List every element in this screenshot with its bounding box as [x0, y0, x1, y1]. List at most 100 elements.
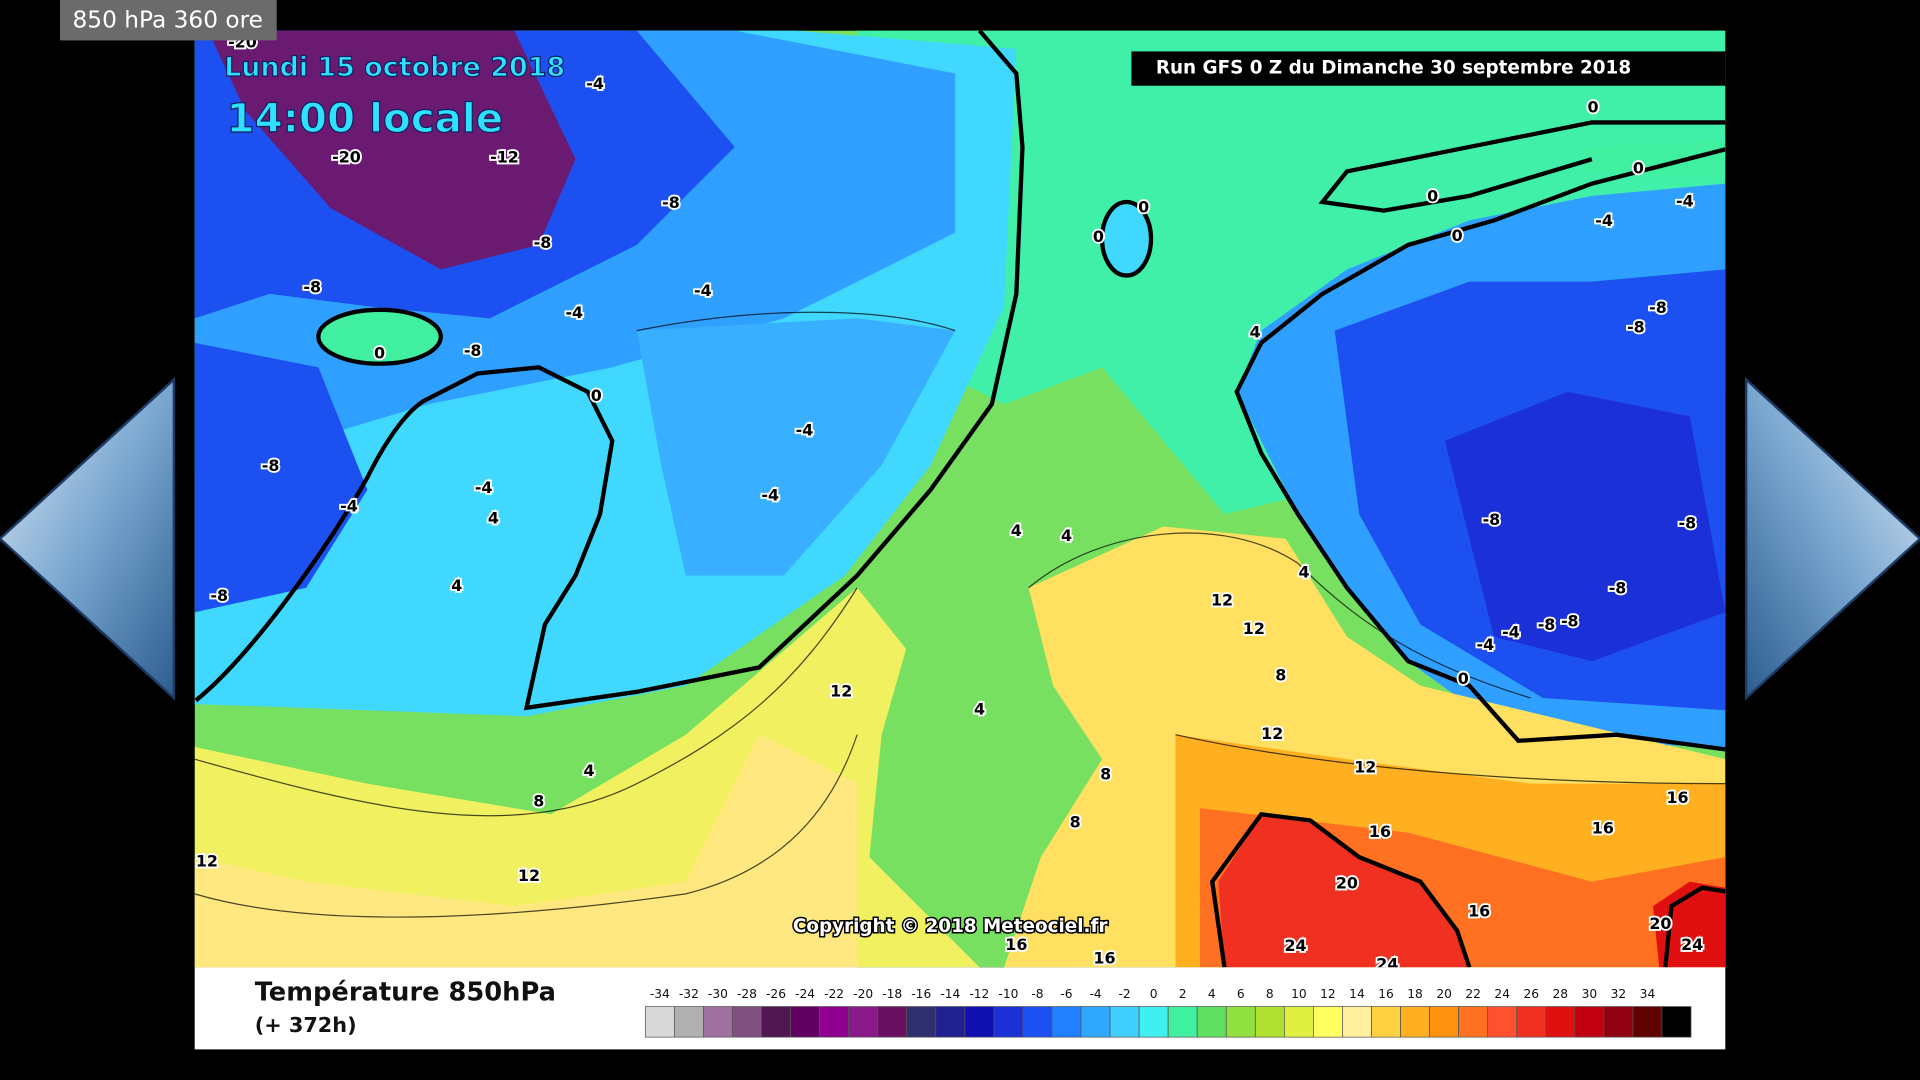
- contour-label: 0: [1458, 669, 1469, 688]
- contour-label: -4: [1676, 192, 1694, 211]
- contour-label: 0: [1588, 97, 1599, 116]
- contour-label: 0: [591, 386, 602, 405]
- scale-label: -10: [998, 987, 1018, 1001]
- scale-label: 4: [1208, 987, 1216, 1001]
- contour-label: 12: [830, 681, 852, 700]
- scale-label: -28: [737, 987, 757, 1001]
- scale-label: 6: [1237, 987, 1245, 1001]
- scale-label: -20: [853, 987, 873, 1001]
- scale-label: 26: [1523, 987, 1539, 1001]
- contour-label: 8: [533, 792, 544, 811]
- color-swatch: [1080, 1006, 1111, 1038]
- scale-label: -14: [940, 987, 960, 1001]
- scale-label: -30: [708, 987, 728, 1001]
- contour-label: 16: [1592, 818, 1614, 837]
- color-swatch: [935, 1006, 966, 1038]
- contour-label: 0: [374, 343, 385, 362]
- scale-label: -32: [679, 987, 699, 1001]
- run-box: [1131, 51, 1726, 86]
- contour-label: -8: [303, 277, 321, 296]
- color-swatch: [703, 1006, 733, 1038]
- contour-label: -12: [490, 147, 519, 166]
- contour-label: -4: [475, 478, 493, 497]
- contour-label: -4: [1476, 635, 1494, 654]
- contour-label: -8: [1483, 510, 1501, 529]
- contour-label: 16: [1369, 822, 1391, 841]
- scale-label: -6: [1060, 987, 1072, 1001]
- color-swatch: [1196, 1006, 1227, 1038]
- contour-label: 12: [1354, 757, 1376, 776]
- color-swatch: [1254, 1006, 1285, 1038]
- header-box: [60, 0, 277, 41]
- scale-label: -22: [824, 987, 844, 1001]
- contour-label: 4: [1061, 526, 1072, 545]
- contour-label: 8: [1100, 765, 1111, 784]
- contour-label: -4: [1502, 623, 1520, 642]
- contour-label: -8: [1679, 514, 1697, 533]
- color-swatch: [761, 1006, 791, 1038]
- contour-label: 16: [1093, 948, 1115, 967]
- contour-label: 0: [1427, 187, 1438, 206]
- scale-label: 20: [1436, 987, 1452, 1001]
- color-swatch: [993, 1006, 1024, 1038]
- scale-label: -8: [1031, 987, 1043, 1001]
- contour-label: 4: [1299, 563, 1310, 582]
- contour-label: 12: [1243, 619, 1265, 638]
- contour-label: 16: [1468, 902, 1490, 921]
- contour-label: 0: [1093, 227, 1104, 246]
- next-arrow[interactable]: [1744, 376, 1920, 701]
- color-swatch: [906, 1006, 937, 1038]
- color-swatch: [1342, 1006, 1372, 1038]
- prev-arrow[interactable]: [0, 376, 176, 701]
- scale-label: 12: [1320, 987, 1336, 1001]
- contour-label: -4: [761, 485, 779, 504]
- color-swatch: [1458, 1006, 1489, 1038]
- color-swatch: [1138, 1006, 1169, 1038]
- run-label: Run GFS 0 Z du Dimanche 30 septembre 201…: [1156, 58, 1631, 79]
- scale-label: -12: [969, 987, 989, 1001]
- color-swatch: [790, 1006, 820, 1038]
- color-swatch: [1051, 1006, 1082, 1038]
- contour-label: 16: [1005, 935, 1027, 954]
- contour-label: -4: [694, 281, 712, 300]
- prev-button[interactable]: [0, 376, 176, 701]
- copyright: Copyright © 2018 Meteociel.fr: [793, 916, 1108, 937]
- contour-label: 12: [1261, 724, 1283, 743]
- contour-label: -20: [332, 147, 361, 166]
- scale-label: 16: [1378, 987, 1394, 1001]
- scale-label: -18: [882, 987, 902, 1001]
- contour-label: -8: [1538, 615, 1556, 634]
- color-swatch: [848, 1006, 879, 1038]
- color-swatch: [877, 1006, 908, 1038]
- contour-label: -8: [1649, 298, 1667, 317]
- color-swatch: [732, 1006, 762, 1038]
- contour-label: 4: [1011, 521, 1022, 540]
- contour-label: -8: [1609, 578, 1627, 597]
- contour-label: -8: [1561, 612, 1579, 631]
- scale-label: 34: [1640, 987, 1656, 1001]
- contour-label: 4: [583, 761, 594, 780]
- contour-label: 16: [1666, 788, 1688, 807]
- scale-label: 8: [1266, 987, 1274, 1001]
- color-swatch: [964, 1006, 995, 1038]
- color-swatch: [1487, 1006, 1518, 1038]
- contour-label: 24: [1284, 936, 1306, 955]
- contour-label: 8: [1070, 812, 1081, 831]
- contour-label: 12: [196, 852, 218, 871]
- color-swatch: [1516, 1006, 1547, 1038]
- scale-label: 0: [1150, 987, 1158, 1001]
- contour-label: -4: [586, 74, 604, 93]
- contour-label: 0: [1452, 226, 1463, 245]
- color-swatch: [673, 1006, 704, 1038]
- scale-label: -4: [1089, 987, 1101, 1001]
- scale-label: 22: [1465, 987, 1481, 1001]
- color-swatch: [1545, 1006, 1576, 1038]
- contour-label: 12: [1211, 591, 1233, 610]
- scale-label: 32: [1611, 987, 1627, 1001]
- contour-label: -8: [662, 193, 680, 212]
- contour-label: 4: [488, 509, 499, 528]
- contour-label: -8: [210, 586, 228, 605]
- next-button[interactable]: [1744, 376, 1920, 701]
- contour-label: 8: [1275, 665, 1286, 684]
